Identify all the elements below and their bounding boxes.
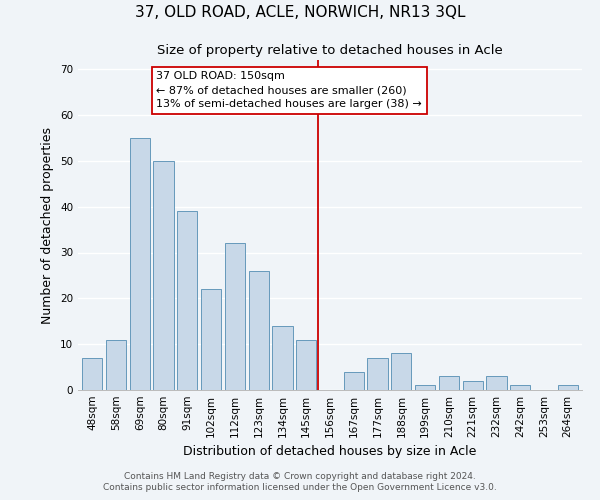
Bar — [557, 386, 578, 390]
Bar — [296, 340, 316, 390]
Bar — [154, 161, 173, 390]
Text: 37 OLD ROAD: 150sqm
← 87% of detached houses are smaller (260)
13% of semi-detac: 37 OLD ROAD: 150sqm ← 87% of detached ho… — [157, 72, 422, 110]
Bar — [439, 376, 459, 390]
Bar — [510, 386, 530, 390]
X-axis label: Distribution of detached houses by size in Acle: Distribution of detached houses by size … — [184, 446, 476, 458]
Bar — [272, 326, 293, 390]
Bar — [367, 358, 388, 390]
Bar — [248, 271, 269, 390]
Bar — [463, 381, 483, 390]
Text: Contains HM Land Registry data © Crown copyright and database right 2024.
Contai: Contains HM Land Registry data © Crown c… — [103, 472, 497, 492]
Bar — [225, 244, 245, 390]
Bar — [201, 289, 221, 390]
Bar — [487, 376, 506, 390]
Bar — [391, 354, 412, 390]
Bar — [415, 386, 435, 390]
Title: Size of property relative to detached houses in Acle: Size of property relative to detached ho… — [157, 44, 503, 58]
Bar — [82, 358, 103, 390]
Text: 37, OLD ROAD, ACLE, NORWICH, NR13 3QL: 37, OLD ROAD, ACLE, NORWICH, NR13 3QL — [135, 5, 465, 20]
Bar — [177, 211, 197, 390]
Y-axis label: Number of detached properties: Number of detached properties — [41, 126, 55, 324]
Bar — [130, 138, 150, 390]
Bar — [344, 372, 364, 390]
Bar — [106, 340, 126, 390]
